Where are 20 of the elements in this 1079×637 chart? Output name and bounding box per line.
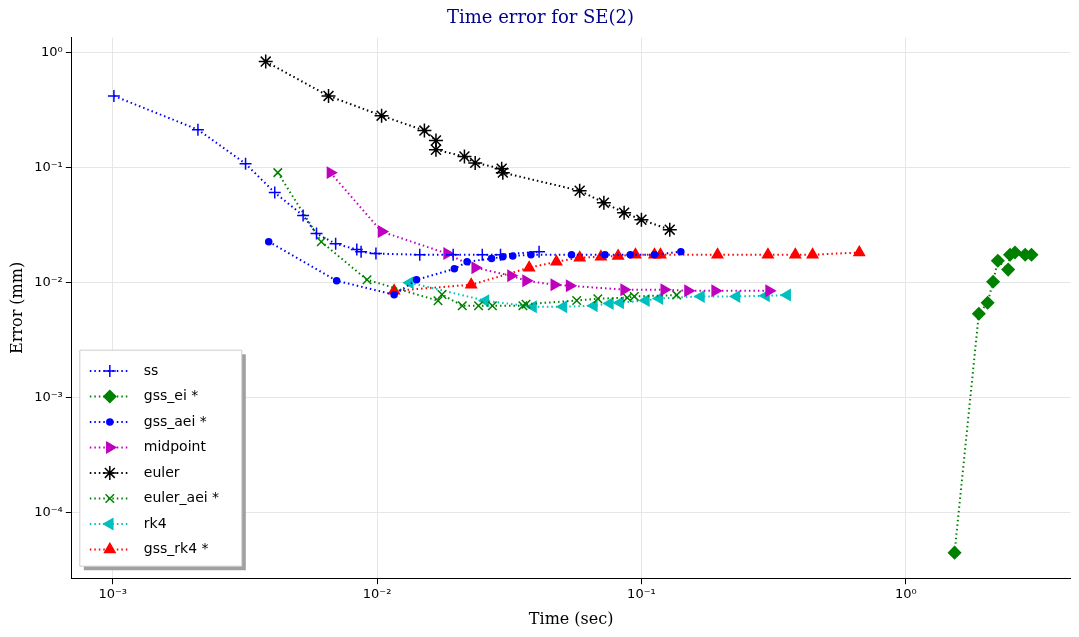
x-tick-label: 10⁻² (362, 586, 392, 602)
legend-label: gss_rk4 * (143, 540, 209, 557)
y-tick-label: 10⁻² (34, 274, 63, 290)
legend-label: ss (143, 361, 159, 378)
legend-label: euler (143, 463, 180, 480)
legend-label: gss_aei * (143, 412, 207, 429)
x-tick-label: 10⁰ (894, 586, 917, 602)
legend-label: euler_aei * (143, 489, 220, 506)
y-tick-label: 10⁻⁴ (34, 504, 63, 520)
legend-label: gss_ei * (143, 387, 199, 404)
legend-label: rk4 (143, 514, 167, 531)
x-tick-label: 10⁻¹ (627, 586, 656, 602)
legend-label: midpoint (143, 438, 207, 455)
x-tick-label: 10⁻³ (98, 586, 128, 602)
y-tick-label: 10⁻³ (34, 389, 63, 405)
x-axis-title: Time (sec) (528, 608, 614, 628)
y-tick-label: 10⁻¹ (34, 159, 63, 175)
y-axis-title: Error (mm) (6, 261, 26, 354)
chart-title: Time error for SE(2) (446, 6, 635, 28)
y-tick-label: 10⁰ (41, 43, 63, 59)
